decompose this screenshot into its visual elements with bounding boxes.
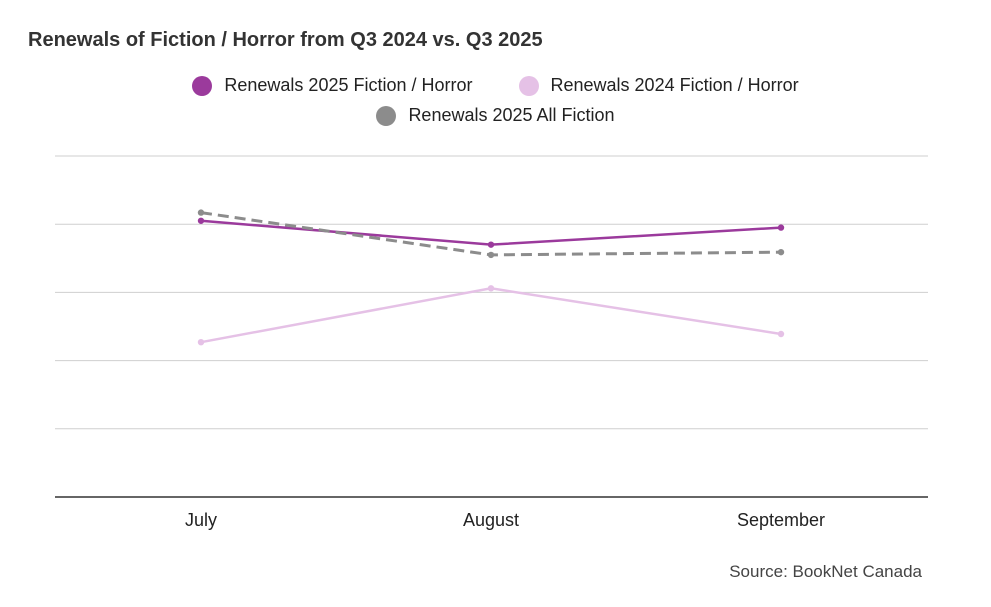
point-renewals-2025-fiction-horror-august[interactable] [487, 241, 495, 248]
legend-marker-2025-all-fiction [376, 105, 397, 126]
point-renewals-2024-fiction-horror-august[interactable] [487, 285, 495, 292]
chart-title: Renewals of Fiction / Horror from Q3 202… [28, 29, 543, 51]
point-renewals-2025-fiction-horror-september[interactable] [777, 224, 785, 231]
legend-marker-2025-horror [192, 75, 213, 96]
point-renewals-2025-all-fiction-september[interactable] [777, 248, 785, 256]
series-lines [197, 209, 785, 346]
point-renewals-2025-all-fiction-august[interactable] [487, 251, 495, 259]
legend-label-2025-all-fiction: Renewals 2025 All Fiction [408, 105, 615, 125]
point-renewals-2025-all-fiction-july[interactable] [197, 209, 205, 216]
series-line-renewals-2024-fiction-horror [200, 287, 782, 344]
x-tick-label-september: September [737, 510, 825, 530]
gridlines [55, 155, 928, 430]
point-renewals-2024-fiction-horror-july[interactable] [197, 338, 205, 346]
x-tick-label-july: July [185, 510, 217, 530]
point-renewals-2024-fiction-horror-september[interactable] [777, 330, 785, 338]
legend-label-2024-horror: Renewals 2024 Fiction / Horror [550, 75, 799, 95]
legend-item-2024-horror[interactable]: Renewals 2024 Fiction / Horror [518, 75, 799, 96]
source-note: Source: BookNet Canada [729, 562, 922, 581]
legend-row-2: Renewals 2025 All Fiction [0, 105, 991, 126]
legend-marker-2024-horror [518, 75, 539, 96]
point-renewals-2025-fiction-horror-july[interactable] [197, 217, 205, 224]
legend-item-2025-all-fiction[interactable]: Renewals 2025 All Fiction [376, 105, 615, 126]
legend-item-2025-horror[interactable]: Renewals 2025 Fiction / Horror [192, 75, 473, 96]
legend: Renewals 2025 Fiction / Horror Renewals … [0, 75, 991, 96]
legend-label-2025-horror: Renewals 2025 Fiction / Horror [224, 75, 473, 95]
x-tick-labels: July August September [185, 510, 825, 530]
x-tick-label-august: August [463, 510, 519, 530]
